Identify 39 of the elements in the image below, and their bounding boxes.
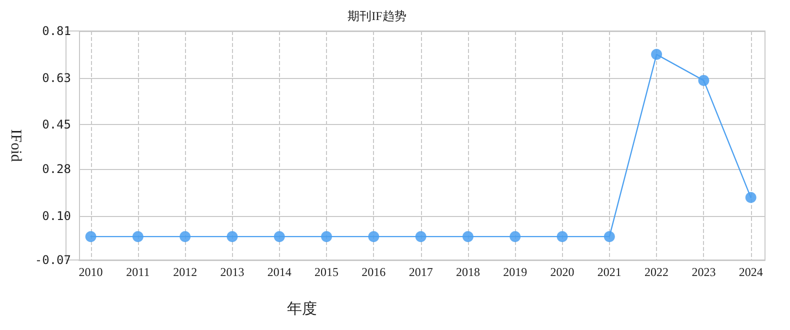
y-tick-label: 0.45 xyxy=(42,118,71,132)
x-tick-label: 2010 xyxy=(78,265,103,279)
x-tick-label: 2011 xyxy=(126,265,150,279)
point xyxy=(85,231,96,242)
x-tick-label: 2016 xyxy=(362,265,386,279)
x-tick-label: 2012 xyxy=(173,265,198,279)
point xyxy=(132,231,144,242)
point xyxy=(604,231,615,242)
x-tick-label: 2015 xyxy=(314,265,339,279)
point xyxy=(462,231,474,242)
x-axis-title: 年度 xyxy=(287,300,317,318)
x-tick-label: 2020 xyxy=(550,265,574,279)
point xyxy=(180,231,191,242)
x-tick-label: 2022 xyxy=(644,265,669,279)
point xyxy=(321,231,332,242)
point xyxy=(274,231,285,242)
point xyxy=(510,231,521,242)
chart-title: 期刊IF趋势 xyxy=(348,9,406,23)
point xyxy=(651,48,662,60)
y-tick-label: 0.63 xyxy=(42,70,71,85)
x-tick-label: 2018 xyxy=(456,265,480,279)
y-tick-label: 0.28 xyxy=(42,162,71,176)
point xyxy=(698,74,710,86)
point xyxy=(226,231,238,242)
y-axis-title: IFoid xyxy=(8,129,24,162)
point xyxy=(368,231,380,242)
y-tick-label: 0.81 xyxy=(42,24,71,38)
x-tick-label: 2013 xyxy=(220,265,244,279)
point xyxy=(556,231,568,242)
x-tick-label: 2023 xyxy=(692,265,716,279)
point xyxy=(415,231,426,242)
point xyxy=(745,192,756,204)
x-tick-label: 2021 xyxy=(597,265,622,279)
x-tick-label: 2024 xyxy=(738,265,763,279)
y-tick-label: 0.10 xyxy=(42,208,71,223)
x-tick-label: 2014 xyxy=(267,265,292,279)
y-tick-label: -0.07 xyxy=(34,253,71,267)
x-tick-label: 2017 xyxy=(408,265,433,279)
x-tick-label: 2019 xyxy=(503,265,528,279)
